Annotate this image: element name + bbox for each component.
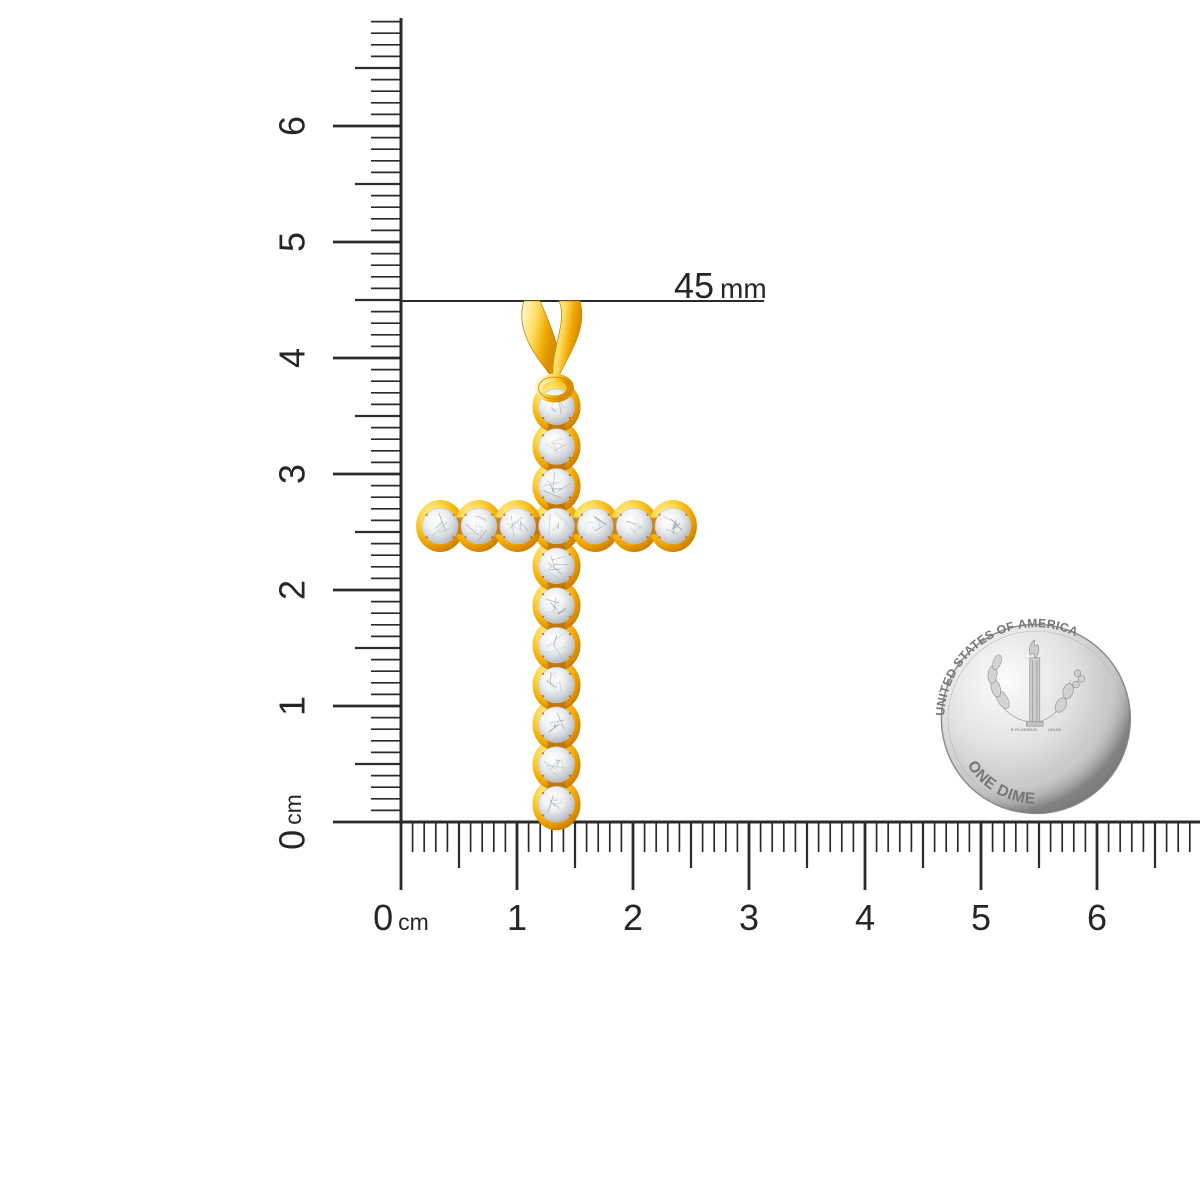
svg-text:1: 1 bbox=[507, 897, 527, 938]
svg-text:6: 6 bbox=[272, 116, 313, 136]
svg-text:2: 2 bbox=[272, 580, 313, 600]
svg-text:2: 2 bbox=[623, 897, 643, 938]
svg-text:UNUM: UNUM bbox=[1048, 727, 1061, 732]
svg-text:4: 4 bbox=[855, 897, 875, 938]
svg-text:5: 5 bbox=[971, 897, 991, 938]
svg-text:4: 4 bbox=[272, 348, 313, 368]
svg-text:6: 6 bbox=[1087, 897, 1107, 938]
svg-text:5: 5 bbox=[272, 232, 313, 252]
svg-text:1: 1 bbox=[272, 696, 313, 716]
svg-text:E PLURIBUS: E PLURIBUS bbox=[1011, 727, 1037, 732]
svg-text:3: 3 bbox=[739, 897, 759, 938]
svg-text:3: 3 bbox=[272, 464, 313, 484]
